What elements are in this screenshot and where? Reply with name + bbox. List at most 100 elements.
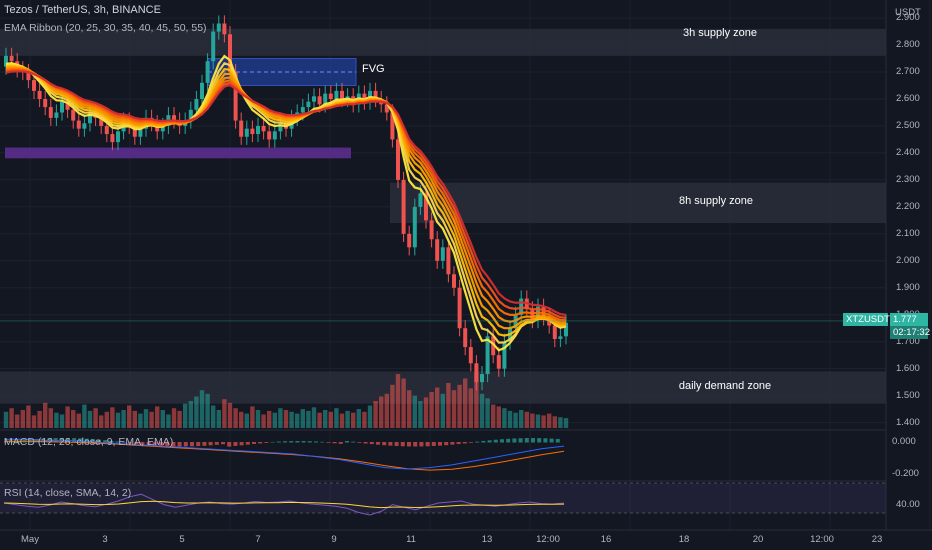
candle-body bbox=[485, 336, 490, 375]
macd-histogram-bar bbox=[202, 442, 207, 446]
candle-body bbox=[99, 117, 104, 126]
candle-body bbox=[222, 23, 227, 35]
candle-body bbox=[530, 309, 535, 321]
macd-histogram-bar bbox=[165, 442, 170, 447]
price-tick-label: 2.900 bbox=[896, 12, 920, 24]
macd-histogram-bar bbox=[388, 442, 393, 446]
macd-histogram-bar bbox=[555, 438, 560, 443]
candle-body bbox=[205, 61, 210, 83]
volume-bar bbox=[507, 410, 513, 428]
volume-bar bbox=[463, 378, 468, 428]
candle-body bbox=[233, 72, 238, 121]
macd-histogram-bar bbox=[214, 442, 219, 445]
macd-histogram-bar bbox=[469, 442, 473, 443]
volume-bar bbox=[267, 410, 272, 428]
rsi-legend[interactable]: RSI (14, close, SMA, 14, 2) bbox=[4, 487, 132, 499]
volume-bar bbox=[323, 410, 328, 428]
ema-ribbon-line bbox=[5, 66, 567, 324]
time-tick-label: 18 bbox=[678, 534, 690, 545]
volume-bar bbox=[99, 415, 104, 428]
macd-legend[interactable]: MACD (12, 26, close, 9, EMA, EMA) bbox=[4, 436, 174, 448]
macd-histogram-bar bbox=[351, 441, 356, 443]
macd-histogram-bar bbox=[462, 442, 467, 444]
macd-histogram-bar bbox=[227, 442, 232, 447]
volume-bar bbox=[233, 408, 238, 428]
volume-bar bbox=[177, 410, 182, 428]
price-tick-label: 2.100 bbox=[896, 227, 920, 239]
volume-bar bbox=[401, 378, 406, 428]
macd-histogram-bar bbox=[221, 442, 225, 445]
macd-signal-line bbox=[4, 440, 565, 471]
volume-bar bbox=[82, 404, 87, 428]
candle-body bbox=[244, 128, 249, 137]
time-tick-label: 7 bbox=[255, 534, 261, 545]
volume-bar bbox=[362, 411, 367, 428]
macd-histogram-bar bbox=[196, 442, 201, 447]
volume-bar bbox=[3, 411, 9, 428]
volume-bar bbox=[43, 402, 48, 428]
time-tick-label: 20 bbox=[752, 534, 764, 545]
macd-histogram-bar bbox=[233, 442, 238, 446]
candle-body bbox=[71, 109, 76, 121]
macd-histogram-bar bbox=[239, 442, 244, 446]
candle-body bbox=[452, 274, 456, 288]
candle-body bbox=[211, 31, 216, 62]
macd-histogram-bar bbox=[456, 442, 461, 445]
macd-histogram-bar bbox=[128, 442, 132, 444]
macd-histogram-bar bbox=[177, 442, 182, 447]
macd-histogram-bar bbox=[252, 442, 256, 445]
macd-histogram-bar bbox=[134, 442, 139, 444]
volume-bar bbox=[429, 392, 434, 428]
volume-bar bbox=[491, 404, 496, 428]
volume-bar bbox=[65, 406, 70, 428]
candle-body bbox=[4, 55, 8, 67]
volume-bar bbox=[205, 393, 210, 428]
macd-histogram-bar bbox=[369, 442, 374, 445]
macd-histogram-bar bbox=[109, 440, 114, 443]
volume-bar bbox=[59, 414, 65, 428]
volume-bar bbox=[9, 408, 14, 428]
volume-bar bbox=[37, 410, 42, 428]
macd-histogram-bar bbox=[493, 439, 498, 443]
volume-bar bbox=[440, 393, 445, 428]
volume-bar bbox=[541, 415, 546, 428]
volume-bar bbox=[418, 401, 423, 428]
volume-bar bbox=[345, 410, 350, 428]
volume-bar bbox=[513, 412, 518, 428]
price-tick-label: 2.000 bbox=[896, 254, 920, 266]
price-tick-label: 2.300 bbox=[896, 173, 920, 185]
macd-histogram-bar bbox=[301, 441, 306, 443]
candle-body bbox=[384, 104, 389, 113]
fvg-label: FVG bbox=[362, 63, 385, 75]
volume-bar bbox=[188, 401, 193, 428]
volume-bar bbox=[502, 408, 507, 428]
price-tick-label: 1.900 bbox=[896, 281, 920, 293]
macd-histogram-bar bbox=[152, 442, 157, 446]
macd-histogram-bar bbox=[425, 442, 430, 447]
macd-histogram-bar bbox=[35, 439, 39, 443]
volume-bar bbox=[216, 410, 221, 428]
symbol-legend[interactable]: Tezos / TetherUS, 3h, BINANCE bbox=[4, 4, 161, 16]
ema-ribbon-line bbox=[5, 62, 567, 344]
demand-zone-daily-label: daily demand zone bbox=[678, 380, 772, 392]
candle-body bbox=[373, 90, 378, 99]
macd-histogram-bar bbox=[121, 442, 126, 443]
price-tick-label: 2.400 bbox=[896, 146, 920, 158]
candle-body bbox=[440, 247, 445, 261]
volume-bar bbox=[104, 411, 109, 428]
macd-histogram-bar bbox=[326, 442, 331, 443]
volume-bar bbox=[143, 409, 149, 428]
volume-bar bbox=[474, 372, 479, 428]
ema-ribbon-legend[interactable]: EMA Ribbon (20, 25, 30, 35, 40, 45, 50, … bbox=[4, 22, 207, 34]
macd-histogram-bar bbox=[431, 442, 436, 447]
volume-bar bbox=[552, 416, 557, 428]
supply-zone-8h-label: 8h supply zone bbox=[679, 195, 753, 207]
candle-body bbox=[250, 128, 255, 135]
volume-bar bbox=[244, 413, 249, 428]
candle-body bbox=[32, 80, 36, 91]
candle-body bbox=[110, 134, 115, 143]
time-tick-label: 11 bbox=[406, 534, 416, 545]
macd-histogram-bar bbox=[506, 438, 511, 443]
volume-bar bbox=[435, 387, 440, 428]
